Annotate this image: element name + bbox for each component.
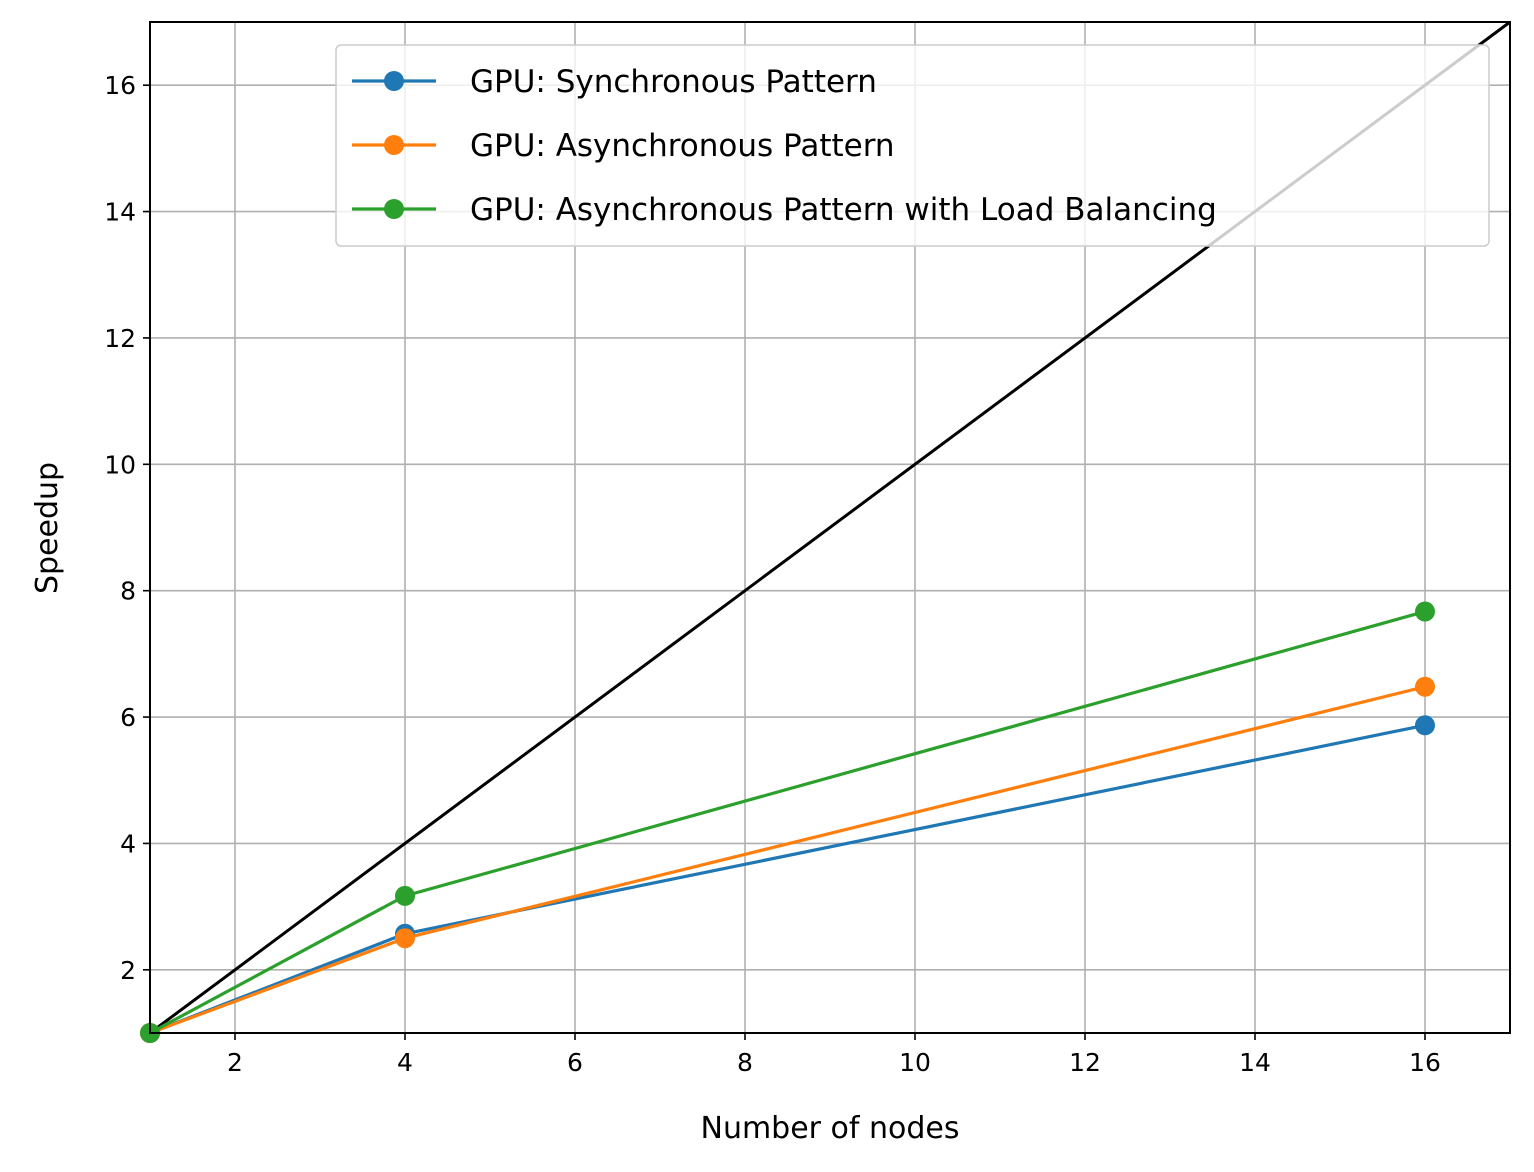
legend: GPU: Synchronous Pattern GPU: Asynchronou… [335, 44, 1490, 247]
x-tick-label: 14 [1239, 1048, 1271, 1077]
series-group [140, 601, 1435, 1043]
x-tick-label: 8 [737, 1048, 753, 1077]
y-tick-label: 16 [104, 71, 136, 100]
legend-marker [384, 199, 404, 219]
y-tick-label: 14 [104, 198, 136, 227]
legend-label: GPU: Synchronous Pattern [470, 64, 877, 100]
legend-marker [384, 135, 404, 155]
y-tick-label: 4 [120, 829, 136, 858]
data-point [395, 885, 415, 906]
y-tick-label: 8 [120, 577, 136, 606]
x-tick-label: 4 [397, 1048, 413, 1077]
x-tick-label: 12 [1069, 1048, 1101, 1077]
x-tick-label: 6 [567, 1048, 583, 1077]
plot-frame [149, 21, 1511, 1034]
legend-marker [384, 71, 404, 91]
legend-entry: GPU: Asynchronous Pattern [352, 128, 895, 164]
axis-ticks: 2 4 6 8 10 12 14 16 2 4 6 8 10 12 14 16 [104, 71, 1441, 1077]
y-tick-label: 12 [104, 324, 136, 353]
y-tick-label: 6 [120, 703, 136, 732]
y-tick-label: 10 [104, 450, 136, 479]
legend-entry: GPU: Asynchronous Pattern with Load Bala… [352, 192, 1217, 228]
legend-label: GPU: Asynchronous Pattern [470, 128, 895, 164]
data-point [1415, 676, 1435, 697]
data-point [1415, 601, 1435, 622]
series-3 [140, 601, 1435, 1043]
data-point [1415, 715, 1435, 736]
x-axis-label: Number of nodes [701, 1111, 960, 1146]
y-axis-label: Speedup [30, 462, 65, 594]
legend-box [335, 44, 1490, 247]
legend-items: GPU: Synchronous Pattern GPU: Asynchronou… [352, 64, 1217, 228]
x-tick-label: 2 [227, 1048, 243, 1077]
x-tick-label: 16 [1409, 1048, 1441, 1077]
data-point [395, 928, 415, 949]
legend-entry: GPU: Synchronous Pattern [352, 64, 877, 100]
x-tick-label: 10 [899, 1048, 931, 1077]
legend-label: GPU: Asynchronous Pattern with Load Bala… [470, 192, 1217, 228]
y-tick-label: 2 [120, 956, 136, 985]
